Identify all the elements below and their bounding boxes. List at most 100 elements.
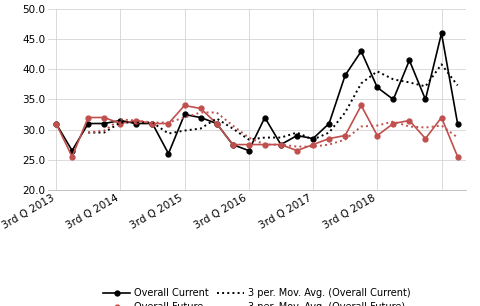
Overall Current (181, 113, 187, 116)
Overall Future (262, 143, 268, 146)
Overall Current (294, 134, 300, 137)
Overall Future (358, 104, 364, 107)
3 per. Mov. Avg. (Overall Current) (358, 82, 364, 85)
Overall Current (390, 98, 396, 101)
Overall Future (101, 116, 107, 119)
3 per. Mov. Avg. (Overall Current) (101, 131, 107, 134)
Overall Current (85, 122, 91, 125)
3 per. Mov. Avg. (Overall Future) (294, 145, 300, 148)
Overall Future (422, 137, 428, 140)
3 per. Mov. Avg. (Overall Future) (198, 111, 204, 114)
3 per. Mov. Avg. (Overall Current) (294, 131, 300, 134)
Overall Future (374, 134, 380, 137)
Overall Future (214, 122, 219, 125)
Overall Future (133, 119, 139, 122)
Overall Future (230, 143, 236, 146)
Overall Current (407, 58, 412, 62)
3 per. Mov. Avg. (Overall Current) (133, 121, 139, 124)
Overall Future (198, 107, 204, 110)
Overall Current (69, 149, 75, 152)
Overall Future (166, 122, 171, 125)
3 per. Mov. Avg. (Overall Future) (85, 131, 91, 134)
Line: 3 per. Mov. Avg. (Overall Current): 3 per. Mov. Avg. (Overall Current) (88, 64, 457, 140)
Overall Current (133, 122, 139, 125)
Overall Current (374, 86, 380, 89)
Line: Overall Future: Overall Future (54, 103, 460, 159)
Overall Future (407, 119, 412, 122)
Overall Current (214, 122, 219, 125)
3 per. Mov. Avg. (Overall Current) (422, 84, 428, 88)
3 per. Mov. Avg. (Overall Current) (262, 136, 268, 140)
3 per. Mov. Avg. (Overall Future) (278, 143, 284, 146)
Overall Future (294, 149, 300, 152)
Overall Future (246, 143, 252, 146)
3 per. Mov. Avg. (Overall Current) (439, 62, 444, 66)
3 per. Mov. Avg. (Overall Current) (455, 84, 460, 87)
Overall Future (455, 155, 460, 159)
Overall Future (69, 155, 75, 159)
3 per. Mov. Avg. (Overall Current) (374, 69, 380, 73)
Overall Future (390, 122, 396, 125)
Overall Future (85, 116, 91, 119)
Overall Future (326, 137, 332, 140)
3 per. Mov. Avg. (Overall Current) (342, 111, 348, 114)
Overall Future (439, 116, 444, 119)
3 per. Mov. Avg. (Overall Future) (326, 143, 332, 146)
Overall Current (118, 119, 123, 122)
3 per. Mov. Avg. (Overall Future) (407, 125, 412, 128)
3 per. Mov. Avg. (Overall Future) (390, 120, 396, 123)
3 per. Mov. Avg. (Overall Current) (85, 131, 91, 134)
Overall Current (230, 143, 236, 146)
3 per. Mov. Avg. (Overall Current) (198, 127, 204, 130)
Overall Current (310, 137, 316, 140)
Overall Current (53, 122, 59, 125)
Overall Current (150, 122, 156, 125)
3 per. Mov. Avg. (Overall Current) (278, 136, 284, 140)
Overall Current (358, 50, 364, 53)
3 per. Mov. Avg. (Overall Future) (439, 124, 444, 127)
Overall Future (150, 122, 156, 125)
3 per. Mov. Avg. (Overall Future) (262, 143, 268, 146)
3 per. Mov. Avg. (Overall Future) (342, 138, 348, 141)
3 per. Mov. Avg. (Overall Current) (118, 121, 123, 124)
3 per. Mov. Avg. (Overall Future) (166, 121, 171, 124)
3 per. Mov. Avg. (Overall Current) (150, 121, 156, 124)
3 per. Mov. Avg. (Overall Future) (230, 124, 236, 127)
3 per. Mov. Avg. (Overall Future) (181, 116, 187, 119)
Overall Current (326, 122, 332, 125)
3 per. Mov. Avg. (Overall Current) (230, 127, 236, 130)
Overall Current (422, 98, 428, 101)
3 per. Mov. Avg. (Overall Current) (166, 132, 171, 135)
3 per. Mov. Avg. (Overall Future) (118, 118, 123, 121)
Legend: Overall Current, Overall Future, 3 per. Mov. Avg. (Overall Current), 3 per. Mov.: Overall Current, Overall Future, 3 per. … (103, 289, 410, 306)
Overall Current (166, 152, 171, 155)
Overall Future (118, 122, 123, 125)
3 per. Mov. Avg. (Overall Current) (181, 129, 187, 132)
3 per. Mov. Avg. (Overall Future) (358, 125, 364, 128)
3 per. Mov. Avg. (Overall Future) (214, 111, 219, 114)
3 per. Mov. Avg. (Overall Future) (133, 119, 139, 122)
Overall Current (262, 116, 268, 119)
3 per. Mov. Avg. (Overall Current) (390, 77, 396, 81)
Overall Future (278, 143, 284, 146)
3 per. Mov. Avg. (Overall Current) (214, 117, 219, 120)
3 per. Mov. Avg. (Overall Current) (246, 138, 252, 141)
Overall Current (342, 73, 348, 77)
Overall Current (455, 122, 460, 125)
3 per. Mov. Avg. (Overall Future) (246, 136, 252, 140)
3 per. Mov. Avg. (Overall Future) (150, 121, 156, 124)
Overall Current (439, 32, 444, 35)
3 per. Mov. Avg. (Overall Current) (407, 80, 412, 84)
3 per. Mov. Avg. (Overall Current) (310, 138, 316, 141)
Overall Current (101, 122, 107, 125)
Overall Future (310, 143, 316, 146)
Overall Current (246, 149, 252, 152)
Line: 3 per. Mov. Avg. (Overall Future): 3 per. Mov. Avg. (Overall Future) (88, 113, 457, 147)
Overall Future (342, 134, 348, 137)
Overall Future (53, 122, 59, 125)
3 per. Mov. Avg. (Overall Future) (101, 129, 107, 132)
Overall Future (181, 104, 187, 107)
3 per. Mov. Avg. (Overall Future) (310, 145, 316, 148)
3 per. Mov. Avg. (Overall Future) (374, 124, 380, 127)
3 per. Mov. Avg. (Overall Future) (455, 136, 460, 140)
